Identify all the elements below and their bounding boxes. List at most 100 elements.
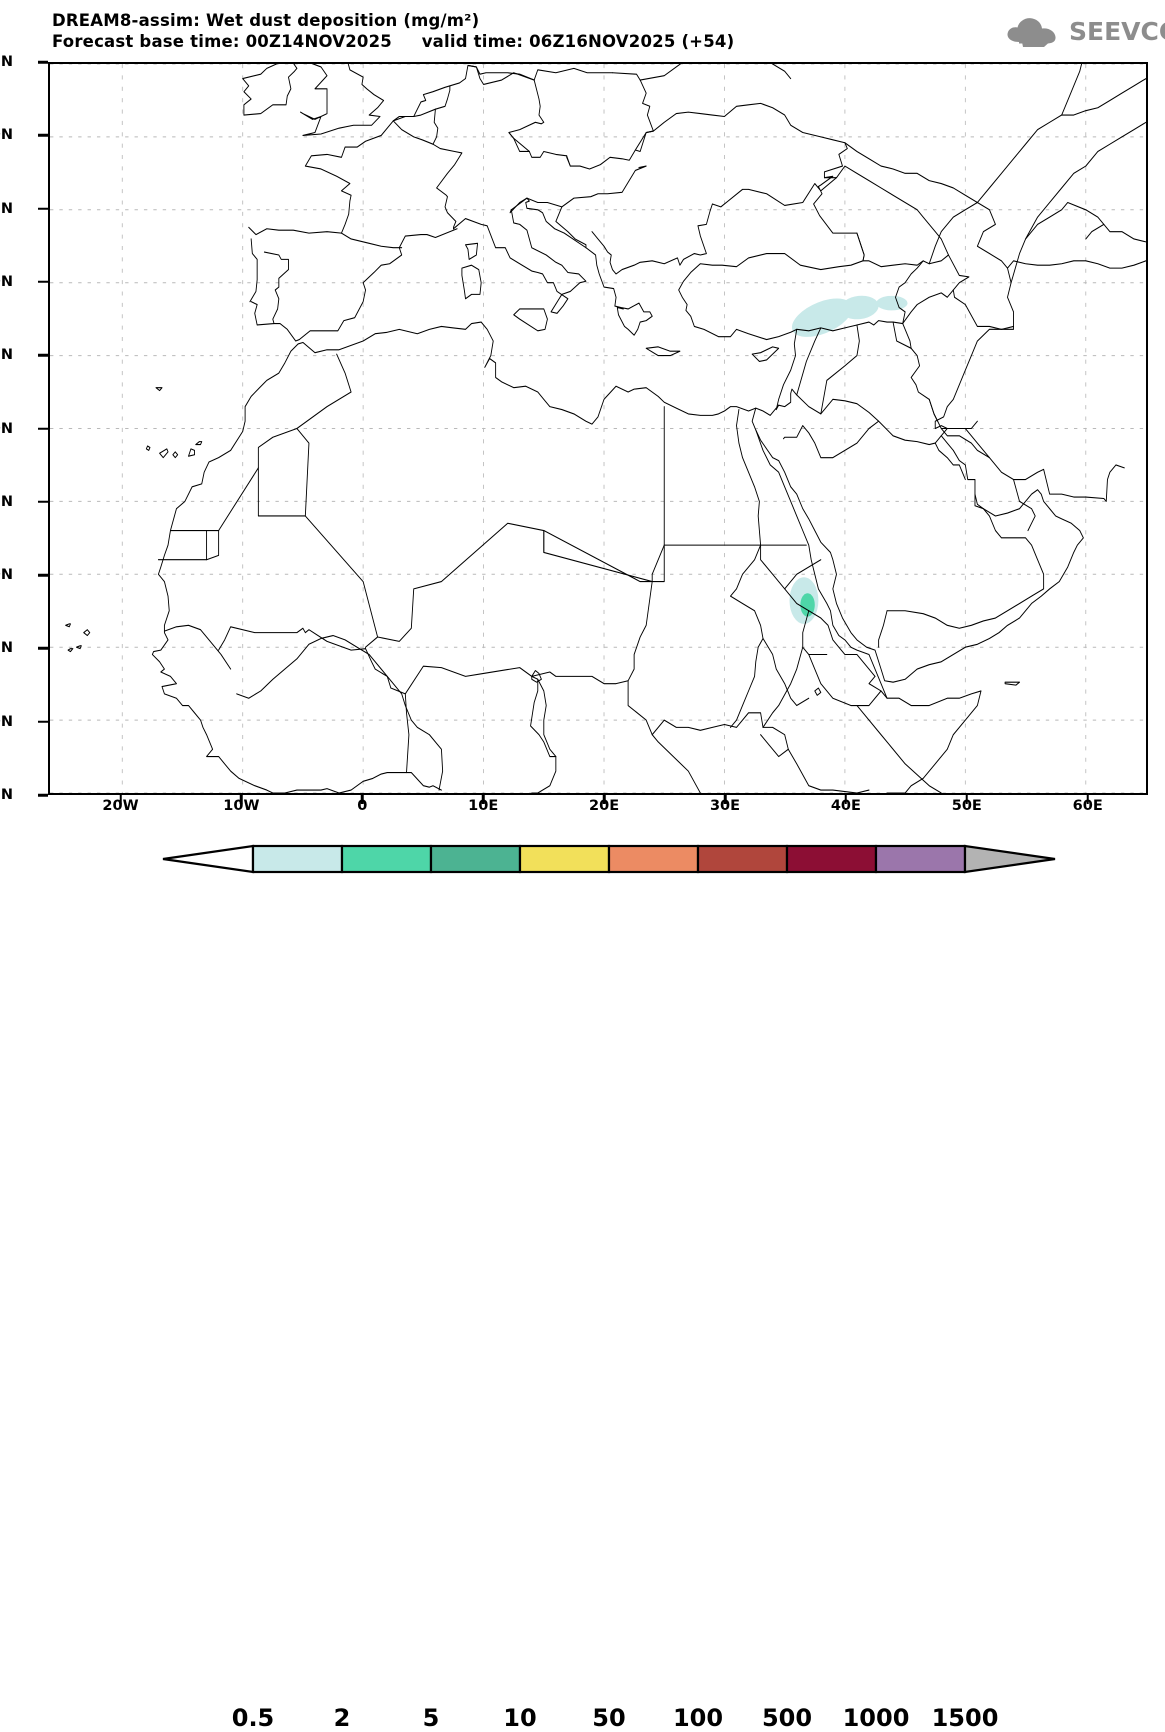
xtick-label-10w: 10W bbox=[223, 798, 260, 814]
geo-path bbox=[844, 142, 978, 204]
geo-path bbox=[868, 675, 888, 699]
ytick-mark bbox=[38, 427, 48, 430]
xtick-mark bbox=[965, 795, 969, 804]
geo-path bbox=[257, 353, 352, 469]
xtick-label-20e: 20E bbox=[589, 798, 620, 814]
geo-path bbox=[1103, 223, 1146, 243]
geo-path bbox=[531, 669, 542, 683]
colorbar-band-2-5 bbox=[340, 844, 433, 874]
geo-path bbox=[856, 232, 924, 268]
geo-path bbox=[730, 408, 764, 728]
geo-path bbox=[508, 72, 654, 170]
geo-path bbox=[639, 64, 682, 81]
colorbar-band-1000-1500 bbox=[874, 844, 967, 874]
geo-path bbox=[145, 445, 151, 451]
geo-path bbox=[1010, 201, 1105, 284]
geo-path bbox=[940, 427, 990, 459]
colorbar-band-0.5-2 bbox=[251, 844, 344, 874]
geo-path bbox=[886, 508, 1045, 629]
geo-path bbox=[1025, 121, 1146, 240]
gridlines bbox=[50, 64, 1146, 793]
geo-path bbox=[404, 665, 557, 793]
geo-path bbox=[760, 544, 810, 612]
eastern-turkey-plume-west bbox=[791, 298, 853, 337]
xtick-label-20w: 20W bbox=[102, 798, 139, 814]
geo-path bbox=[902, 289, 954, 325]
geo-path bbox=[627, 581, 701, 793]
colorbar-band-10-50 bbox=[518, 844, 611, 874]
geo-path bbox=[566, 155, 571, 167]
geo-path bbox=[172, 451, 179, 459]
geo-path bbox=[895, 254, 1014, 330]
xtick-label-50e: 50E bbox=[951, 798, 982, 814]
geo-path bbox=[946, 427, 1125, 502]
geo-path bbox=[513, 308, 548, 332]
xtick-mark bbox=[240, 795, 243, 804]
geo-path bbox=[250, 228, 458, 342]
geo-path bbox=[537, 678, 557, 758]
geo-path bbox=[242, 64, 298, 116]
geo-path bbox=[751, 346, 780, 362]
ytick-mark bbox=[38, 647, 48, 650]
ytick-label-10n: 10N bbox=[0, 713, 13, 730]
colorbar-tick-0.5: 0.5 bbox=[231, 1704, 275, 1732]
ytick-mark bbox=[38, 60, 48, 64]
geo-path bbox=[206, 530, 220, 561]
geo-path bbox=[453, 197, 653, 336]
geo-path bbox=[892, 321, 912, 349]
geo-path bbox=[814, 687, 822, 696]
ytick-mark bbox=[38, 134, 48, 137]
colorbar-band-5-10 bbox=[429, 844, 522, 874]
geo-path bbox=[878, 610, 888, 648]
ytick-mark bbox=[38, 353, 48, 357]
geo-path bbox=[1007, 260, 1146, 269]
colorbar-tick-1500: 1500 bbox=[931, 1704, 999, 1732]
colorbar-band-100-500 bbox=[696, 844, 789, 874]
ytick-label-50n: 50N bbox=[0, 127, 13, 144]
logo-text: SEEVCCC bbox=[1069, 17, 1165, 46]
colorbar-tick-5: 5 bbox=[422, 1704, 440, 1732]
geo-path bbox=[1013, 478, 1036, 532]
geo-path bbox=[802, 610, 828, 656]
geo-path bbox=[645, 346, 681, 357]
geo-path bbox=[760, 726, 789, 758]
geo-path bbox=[236, 634, 444, 791]
colorbar-tick-500: 500 bbox=[761, 1704, 813, 1732]
colorbar-tick-1000: 1000 bbox=[842, 1704, 910, 1732]
coastlines-and-borders bbox=[65, 64, 1146, 793]
map-plot-area[interactable] bbox=[48, 62, 1148, 795]
geo-path bbox=[157, 530, 208, 561]
ytick-label-45n: 45N bbox=[0, 200, 13, 217]
geo-path bbox=[651, 712, 764, 736]
xtick-label-40e: 40E bbox=[830, 798, 861, 814]
geo-path bbox=[787, 748, 870, 793]
geo-path bbox=[392, 120, 463, 230]
geo-path bbox=[365, 636, 379, 650]
geo-path bbox=[65, 623, 71, 628]
geo-path bbox=[509, 197, 528, 214]
geo-path bbox=[83, 629, 91, 637]
geo-path bbox=[651, 544, 665, 583]
geo-path bbox=[964, 420, 978, 430]
xtick-mark bbox=[723, 795, 727, 804]
xtick-mark bbox=[1086, 795, 1089, 804]
sudan-red-sea-plume-core bbox=[800, 593, 815, 617]
eastern-turkey-plume-east bbox=[840, 295, 879, 320]
geo-path bbox=[218, 626, 410, 774]
dust-deposition-plumes bbox=[789, 295, 908, 624]
colorbar-band-500-1000 bbox=[785, 844, 878, 874]
geo-path bbox=[195, 441, 203, 446]
geo-path bbox=[856, 704, 942, 793]
ytick-label-35n: 35N bbox=[0, 347, 13, 364]
geo-path bbox=[249, 238, 258, 303]
map-canvas bbox=[50, 64, 1146, 793]
chart-header: DREAM8-assim: Wet dust deposition (mg/m²… bbox=[0, 0, 1165, 58]
geo-path bbox=[163, 624, 232, 670]
ytick-mark bbox=[38, 280, 48, 284]
geo-path bbox=[155, 387, 163, 392]
colorbar[interactable]: 0.5 2 5 10 50 100 500 1000 1500 bbox=[0, 838, 1165, 1732]
geo-path bbox=[392, 115, 415, 122]
ytick-mark bbox=[38, 720, 48, 723]
geo-path bbox=[783, 420, 880, 459]
geo-path bbox=[465, 242, 479, 260]
